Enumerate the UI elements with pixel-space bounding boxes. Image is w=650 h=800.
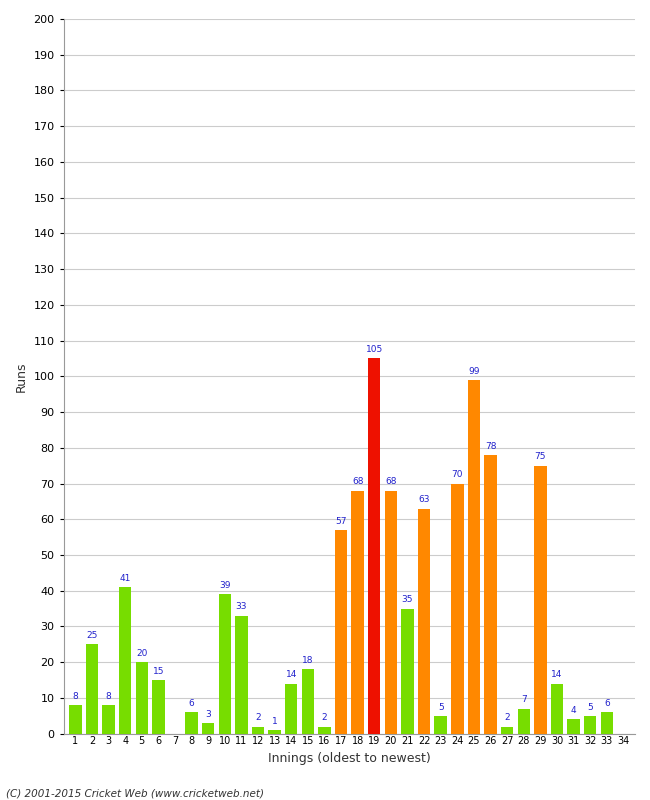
Bar xyxy=(468,380,480,734)
Bar xyxy=(252,726,265,734)
Bar xyxy=(567,719,580,734)
Bar xyxy=(601,712,613,734)
Bar xyxy=(484,455,497,734)
Bar xyxy=(451,483,463,734)
Text: 78: 78 xyxy=(485,442,496,450)
Text: 35: 35 xyxy=(402,595,413,604)
Text: 8: 8 xyxy=(72,692,78,701)
Bar xyxy=(352,490,364,734)
Bar xyxy=(268,730,281,734)
Text: (C) 2001-2015 Cricket Web (www.cricketweb.net): (C) 2001-2015 Cricket Web (www.cricketwe… xyxy=(6,789,265,798)
Text: 2: 2 xyxy=(322,714,327,722)
Text: 8: 8 xyxy=(106,692,111,701)
Bar xyxy=(302,670,314,734)
Text: 6: 6 xyxy=(604,699,610,708)
Bar xyxy=(318,726,331,734)
Bar xyxy=(434,716,447,734)
Text: 57: 57 xyxy=(335,517,347,526)
Text: 14: 14 xyxy=(285,670,297,679)
Bar xyxy=(285,684,298,734)
Y-axis label: Runs: Runs xyxy=(15,361,28,391)
Bar xyxy=(401,609,413,734)
Text: 14: 14 xyxy=(551,670,563,679)
Text: 6: 6 xyxy=(188,699,194,708)
Text: 5: 5 xyxy=(438,702,443,711)
Text: 70: 70 xyxy=(452,470,463,479)
Text: 25: 25 xyxy=(86,631,98,640)
Text: 4: 4 xyxy=(571,706,577,715)
Text: 39: 39 xyxy=(219,581,231,590)
Text: 15: 15 xyxy=(153,666,164,676)
Bar xyxy=(136,662,148,734)
Text: 1: 1 xyxy=(272,717,278,726)
Text: 18: 18 xyxy=(302,656,313,665)
Text: 63: 63 xyxy=(419,495,430,504)
Bar xyxy=(152,680,164,734)
Text: 2: 2 xyxy=(255,714,261,722)
Text: 20: 20 xyxy=(136,649,148,658)
Bar xyxy=(584,716,597,734)
Bar xyxy=(86,644,98,734)
Text: 7: 7 xyxy=(521,695,526,704)
Bar xyxy=(202,723,215,734)
Bar xyxy=(418,509,430,734)
Bar xyxy=(534,466,547,734)
Text: 3: 3 xyxy=(205,710,211,718)
Text: 75: 75 xyxy=(534,452,546,462)
Bar xyxy=(517,709,530,734)
Text: 105: 105 xyxy=(366,345,383,354)
Bar xyxy=(385,490,397,734)
Bar xyxy=(69,705,81,734)
Text: 33: 33 xyxy=(236,602,247,611)
Bar xyxy=(235,616,248,734)
Bar xyxy=(551,684,563,734)
Text: 68: 68 xyxy=(352,478,363,486)
Text: 99: 99 xyxy=(468,366,480,376)
Text: 5: 5 xyxy=(588,702,593,711)
Text: 68: 68 xyxy=(385,478,396,486)
Text: 41: 41 xyxy=(120,574,131,583)
Bar xyxy=(501,726,514,734)
Bar xyxy=(185,712,198,734)
Bar xyxy=(119,587,131,734)
Bar xyxy=(368,358,380,734)
Text: 2: 2 xyxy=(504,714,510,722)
X-axis label: Innings (oldest to newest): Innings (oldest to newest) xyxy=(268,752,431,765)
Bar xyxy=(335,530,347,734)
Bar xyxy=(218,594,231,734)
Bar xyxy=(102,705,115,734)
